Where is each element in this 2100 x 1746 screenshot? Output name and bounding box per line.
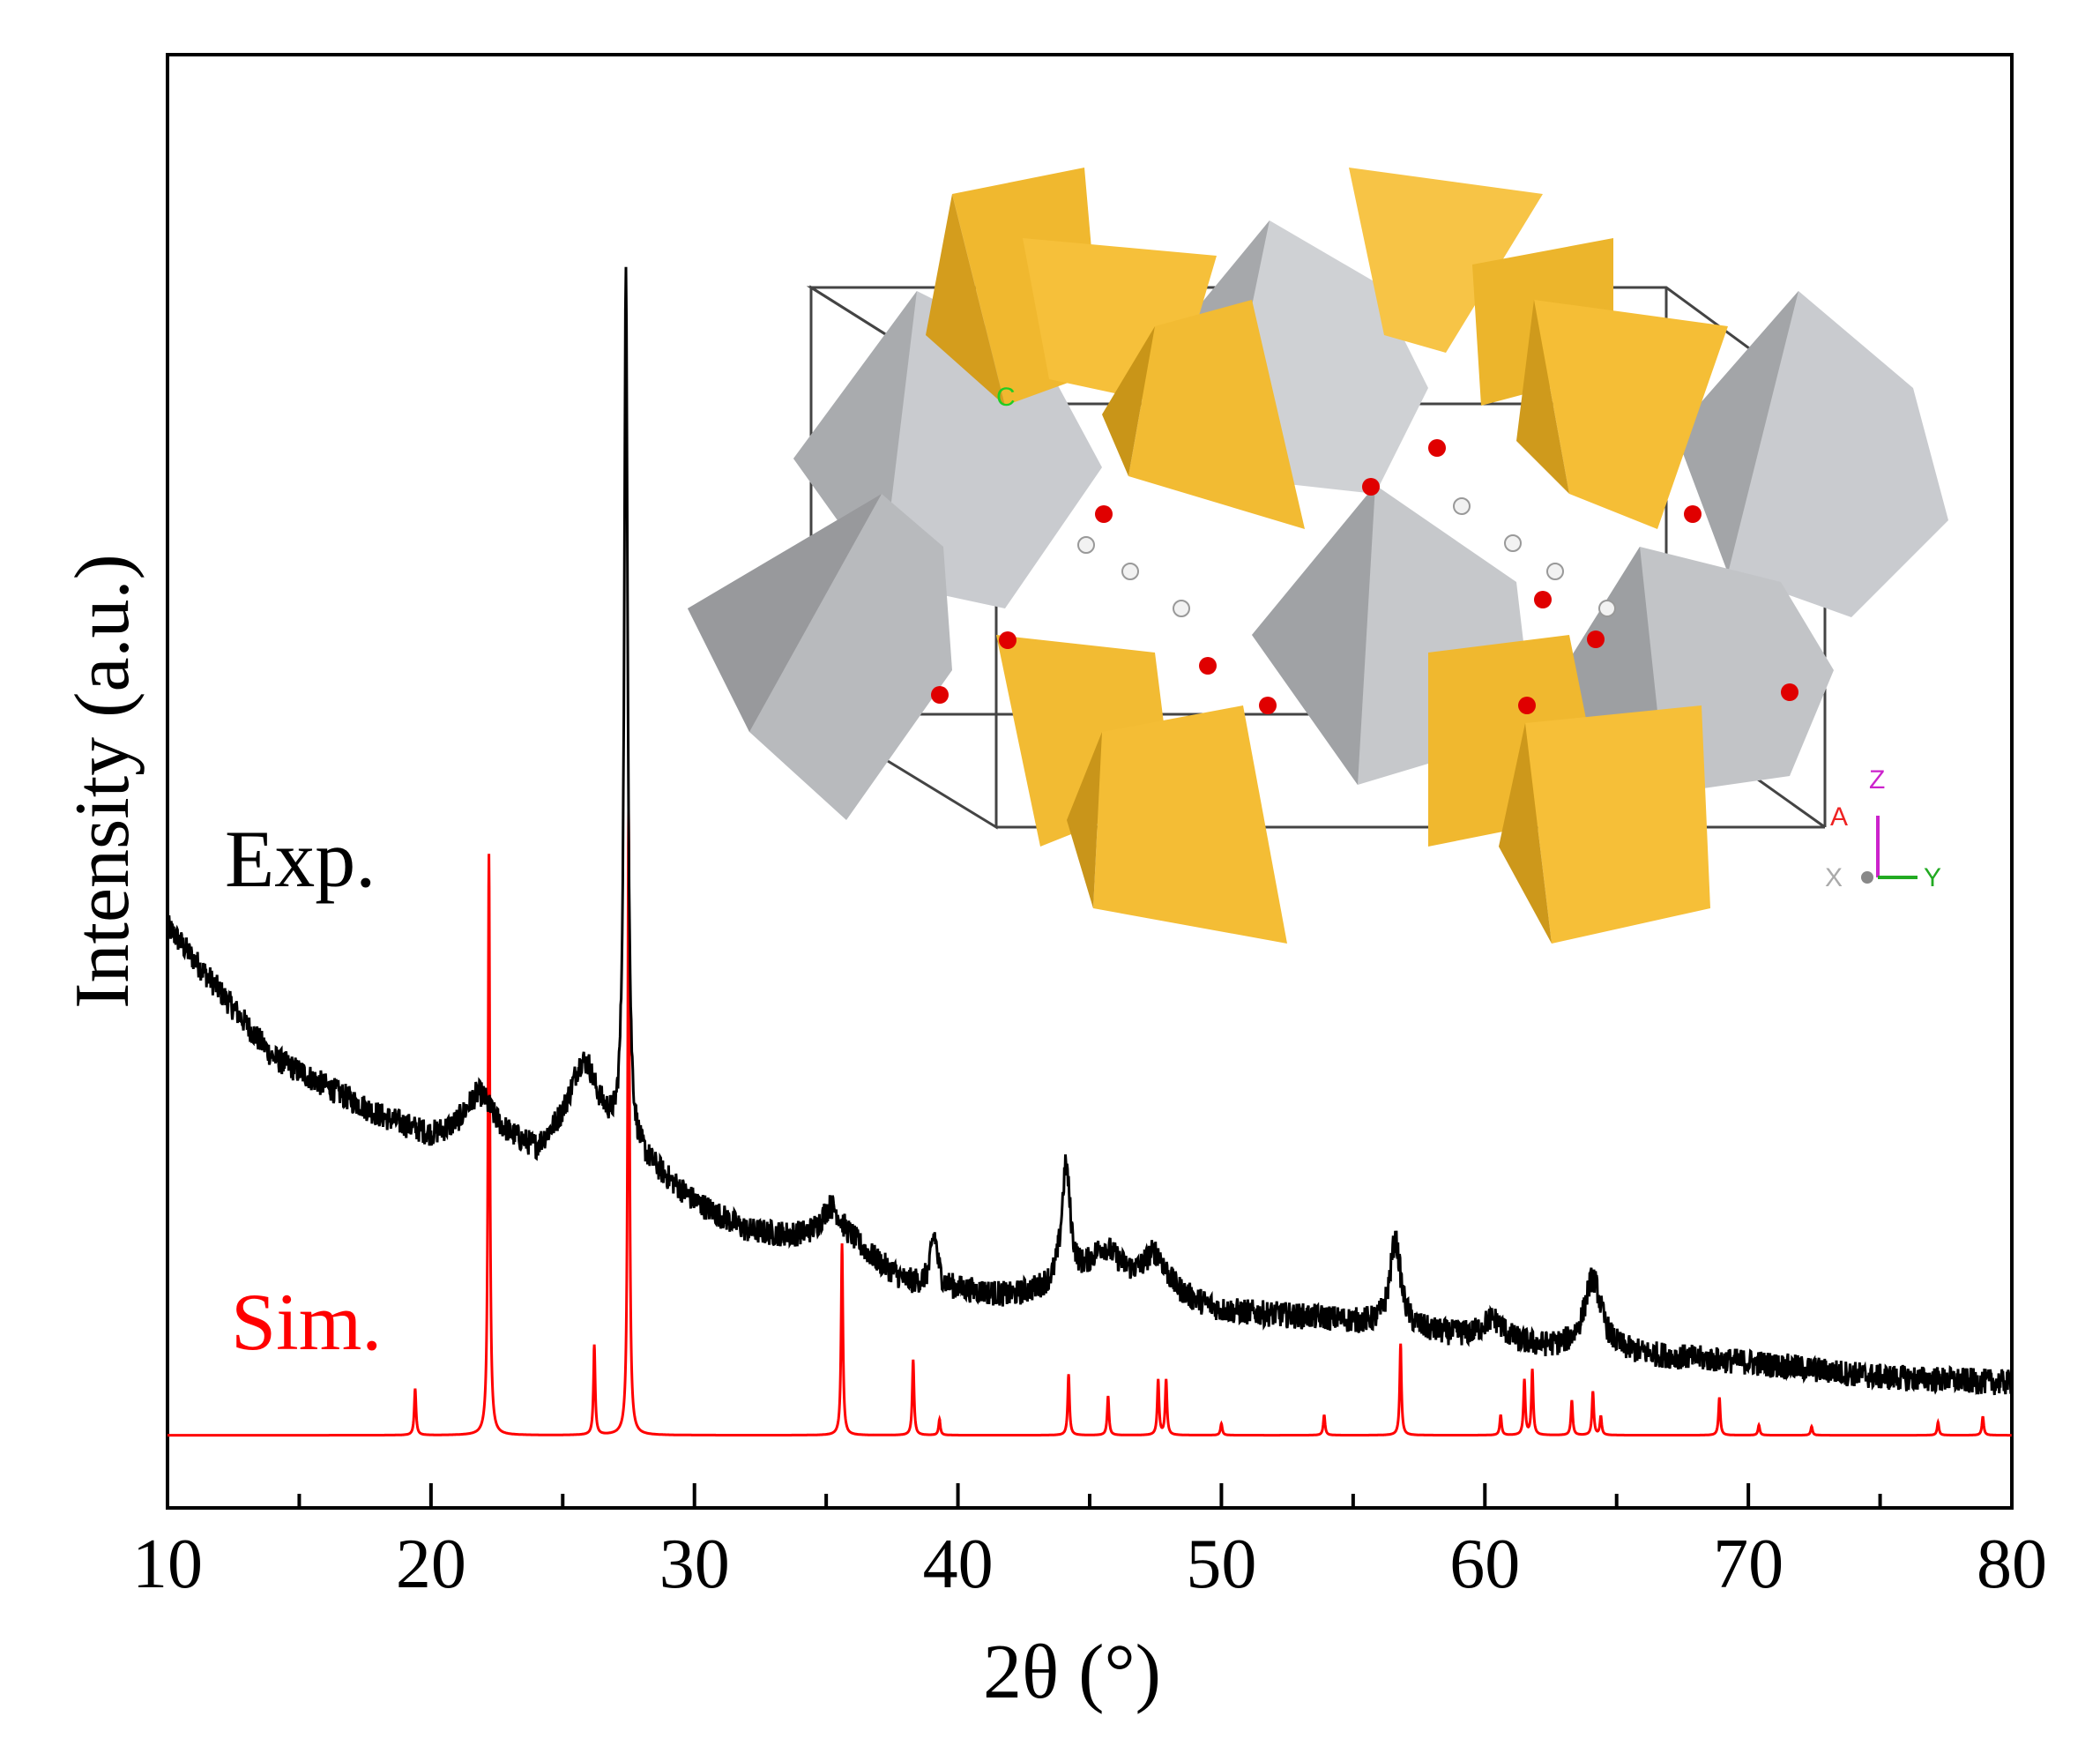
x-tick-label: 30 bbox=[659, 1526, 730, 1603]
inset-label-y: Y bbox=[1924, 863, 1941, 892]
inset-label-z: Z bbox=[1869, 765, 1885, 795]
series-sim-line bbox=[168, 810, 2012, 1437]
series-exp-line bbox=[166, 266, 2013, 1396]
x-tick-label: 60 bbox=[1449, 1526, 1520, 1603]
x-tick-label: 20 bbox=[396, 1526, 466, 1603]
series-label-sim: Sim. bbox=[231, 1277, 382, 1367]
x-tick-label: 70 bbox=[1713, 1526, 1784, 1603]
x-tick-label: 80 bbox=[1977, 1526, 2047, 1603]
crystal-structure-inset: C A Z Y X bbox=[688, 168, 1948, 944]
x-tick-label: 10 bbox=[132, 1526, 203, 1603]
series-label-exp: Exp. bbox=[225, 814, 376, 904]
x-tick-label: 40 bbox=[923, 1526, 994, 1603]
orientation-axes-icon: Z Y X bbox=[1825, 765, 1941, 892]
inset-label-a: A bbox=[1830, 802, 1848, 832]
inset-label-c: C bbox=[996, 383, 1016, 412]
inset-label-x: X bbox=[1825, 863, 1843, 892]
x-tick-label: 50 bbox=[1186, 1526, 1256, 1603]
y-axis-title: Intensity (a.u.) bbox=[60, 554, 145, 1009]
x-axis-title: 2θ (°) bbox=[983, 1630, 1161, 1715]
x-axis-ticks: 10 20 30 40 50 60 70 80 bbox=[132, 1483, 2047, 1603]
